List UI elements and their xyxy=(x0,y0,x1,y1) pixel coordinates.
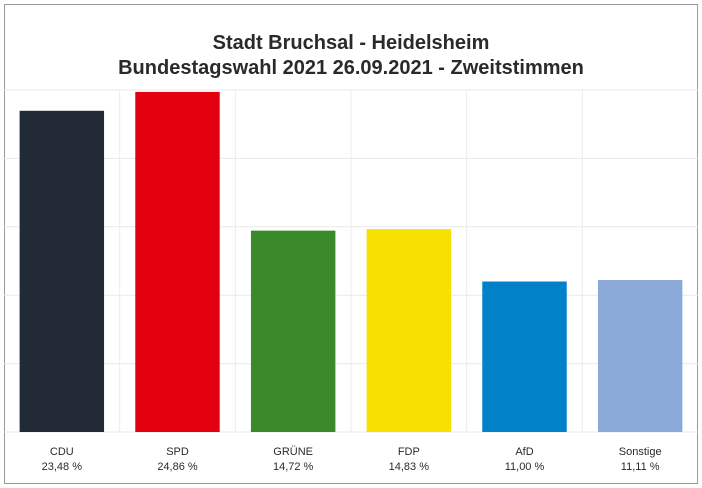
value-label: 14,72 % xyxy=(273,461,314,473)
chart-title: Stadt Bruchsal - Heidelsheim xyxy=(212,32,490,54)
x-tick-label: AfD xyxy=(515,446,533,458)
value-label: 11,00 % xyxy=(505,461,545,473)
bar-fdp xyxy=(366,229,452,432)
x-tick-label: FDP xyxy=(398,446,420,458)
bar-spd xyxy=(135,91,220,433)
bar-cdu xyxy=(19,110,105,432)
x-tick-label: Sonstige xyxy=(619,446,662,458)
grid xyxy=(4,89,698,433)
chart-subtitle: Bundestagswahl 2021 26.09.2021 - Zweitst… xyxy=(118,57,584,79)
value-label: 23,48 % xyxy=(42,461,83,473)
value-label: 24,86 % xyxy=(157,461,198,473)
bar-afd xyxy=(482,281,567,432)
x-tick-label: SPD xyxy=(166,446,189,458)
bar-grüne xyxy=(250,230,336,432)
bar-sonstige xyxy=(597,280,683,432)
value-label: 11,11 % xyxy=(621,461,660,473)
value-label: 14,83 % xyxy=(389,461,430,473)
x-tick-label: GRÜNE xyxy=(273,446,313,458)
x-tick-label: CDU xyxy=(50,446,74,458)
